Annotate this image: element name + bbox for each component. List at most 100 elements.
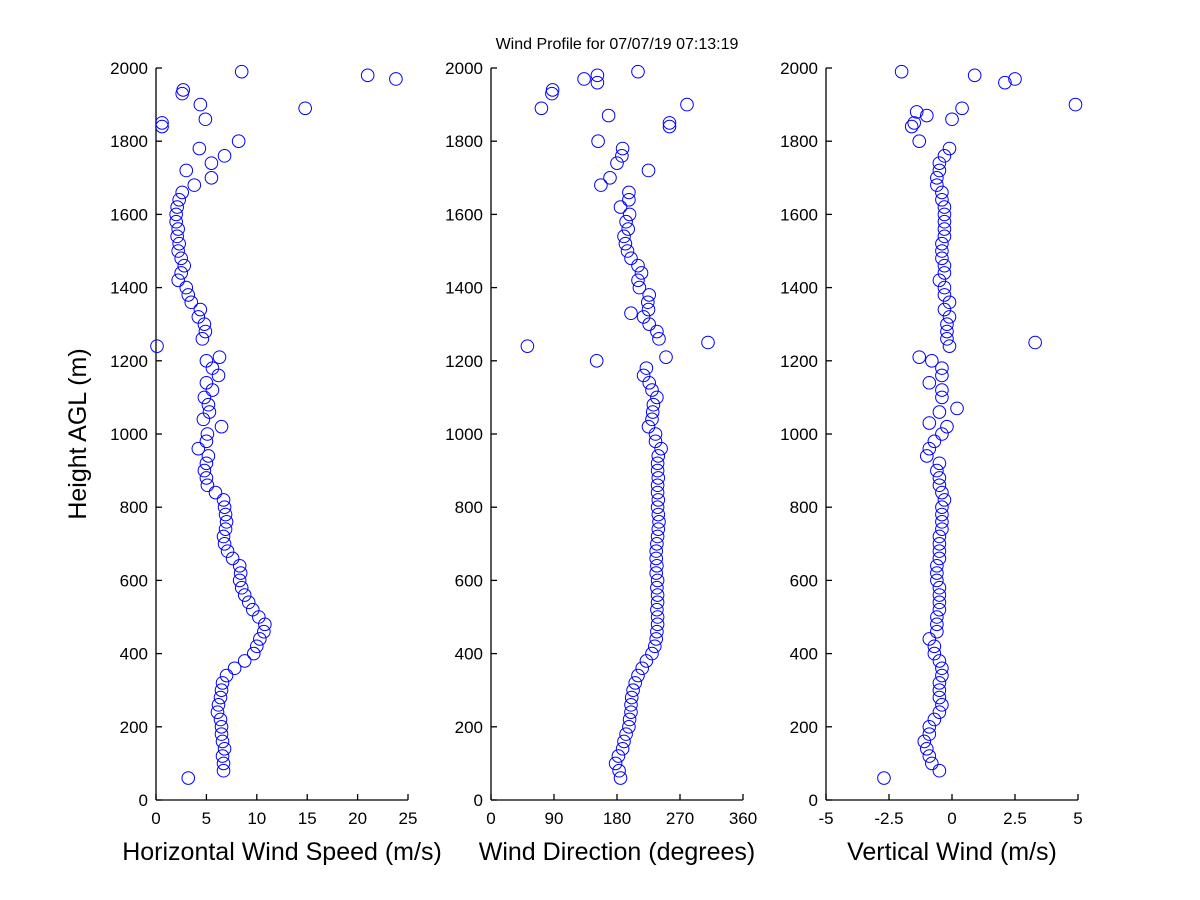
data-point (200, 478, 215, 493)
data-point (589, 354, 604, 368)
data-point (215, 749, 230, 763)
data-point (170, 200, 184, 214)
data-point (920, 449, 934, 463)
data-point (200, 427, 215, 441)
data-point (651, 493, 666, 507)
data-point (932, 471, 947, 485)
y-tick-label: 1200 (780, 352, 818, 371)
data-point (591, 134, 605, 148)
data-point (631, 258, 645, 273)
data-point (935, 368, 949, 383)
data-point (932, 588, 947, 602)
data-point (171, 273, 185, 288)
data-point (942, 310, 957, 324)
data-point (942, 141, 957, 156)
data-point (201, 397, 216, 412)
data-point (650, 595, 665, 610)
y-tick-label: 2000 (445, 59, 483, 78)
data-point (937, 200, 952, 214)
data-point (935, 383, 949, 397)
data-point (624, 705, 638, 719)
data-point (618, 236, 633, 251)
data-point (935, 185, 949, 200)
data-point (631, 273, 645, 288)
data-point (227, 661, 242, 676)
data-point (201, 449, 216, 463)
data-point (940, 317, 954, 332)
data-point (967, 68, 982, 83)
data-point (545, 83, 560, 97)
data-point (937, 302, 952, 317)
data-point (922, 727, 937, 741)
y-tick-label: 1400 (445, 279, 483, 298)
data-point (619, 727, 633, 741)
data-point (650, 617, 665, 632)
data-point (177, 258, 192, 273)
data-point (645, 405, 660, 419)
data-point (179, 280, 194, 295)
data-point (930, 610, 944, 624)
data-point (199, 375, 214, 390)
data-point (198, 112, 213, 127)
data-point (217, 149, 232, 163)
data-point (922, 416, 937, 430)
data-point (197, 463, 212, 478)
data-point (932, 544, 947, 558)
data-point (935, 236, 949, 251)
data-point (930, 617, 944, 632)
data-point (590, 68, 605, 83)
data-point (930, 463, 944, 478)
data-point (214, 419, 229, 434)
data-point (935, 244, 949, 258)
data-point (211, 698, 226, 712)
data-point (935, 485, 949, 500)
y-tick-label: 200 (120, 718, 148, 737)
data-point (922, 632, 937, 646)
data-point (202, 405, 217, 419)
y-tick-label: 600 (120, 571, 148, 590)
data-point (935, 515, 949, 529)
data-point (360, 68, 375, 83)
figure-title: Wind Profile for 07/07/19 07:13:19 (496, 36, 739, 53)
data-point (611, 749, 626, 763)
data-point (940, 324, 954, 339)
data-point (650, 529, 665, 544)
x-tick-label: 90 (545, 809, 564, 828)
data-point (632, 280, 647, 295)
data-point (212, 350, 227, 364)
x-tick-label: 20 (348, 809, 367, 828)
data-point (927, 434, 942, 449)
data-point (636, 310, 651, 324)
y-tick-label: 800 (120, 498, 148, 517)
x-tick-label: 0 (151, 809, 160, 828)
data-point (927, 639, 942, 654)
data-point (649, 544, 664, 558)
data-point (937, 207, 952, 222)
data-point (932, 763, 947, 778)
data-point (219, 668, 234, 683)
data-point (932, 683, 947, 698)
data-point (636, 368, 651, 383)
data-point (181, 771, 196, 785)
x-tick-label: 2.5 (1003, 809, 1027, 828)
y-tick-label: 1800 (110, 132, 148, 151)
data-point (213, 690, 228, 705)
x-axis-label: Horizontal Wind Speed (m/s) (122, 838, 442, 866)
data-point (942, 339, 957, 353)
data-point (199, 434, 214, 449)
y-tick-label: 1400 (780, 279, 818, 298)
data-point (150, 339, 164, 353)
y-tick-label: 800 (455, 498, 483, 517)
data-point (651, 522, 666, 536)
y-tick-label: 1600 (780, 205, 818, 224)
data-point (193, 97, 208, 112)
data-point (927, 712, 942, 727)
data-point (932, 602, 947, 617)
data-point (620, 244, 635, 258)
data-point (930, 558, 944, 573)
data-point (176, 83, 191, 97)
data-point (912, 134, 927, 148)
data-point (648, 434, 663, 449)
data-point (932, 478, 947, 493)
y-tick-label: 200 (455, 718, 483, 737)
